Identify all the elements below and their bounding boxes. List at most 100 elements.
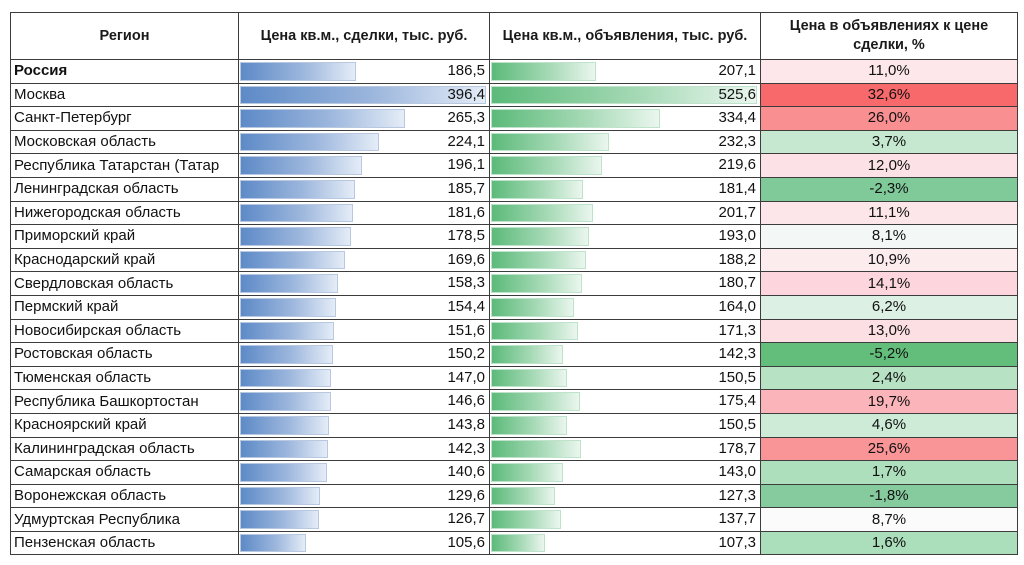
listing-price-data-bar xyxy=(491,486,555,506)
deal-price-cell: 178,5 xyxy=(238,224,490,249)
deal-price-data-bar xyxy=(240,345,333,364)
listing-price-cell: 178,7 xyxy=(489,436,761,462)
listing-price-cell: 150,5 xyxy=(489,365,761,391)
listing-price-value: 150,5 xyxy=(718,368,756,386)
table-row: Ленинградская область 185,7 181,4 -2,3% xyxy=(10,176,1018,202)
listing-price-cell: 143,0 xyxy=(489,460,761,485)
listing-price-cell: 150,5 xyxy=(489,412,761,438)
listing-price-data-bar xyxy=(491,368,567,388)
listing-price-value: 171,3 xyxy=(718,321,756,339)
region-name: Санкт-Петербург xyxy=(10,106,239,131)
ratio-value: 25,6% xyxy=(760,436,1018,462)
deal-price-data-bar xyxy=(240,439,328,459)
listing-price-cell: 171,3 xyxy=(489,318,761,344)
ratio-value: 32,6% xyxy=(760,82,1018,108)
table-row: Республика Татарстан (Татар 196,1 219,6 12,… xyxy=(10,153,1018,178)
table-row: Москва 396,4 525,6 32,6% xyxy=(10,82,1018,108)
deal-price-cell: 158,3 xyxy=(238,271,490,296)
table-row: Пермский край 154,4 164,0 6,2% xyxy=(10,294,1018,320)
deal-price-data-bar xyxy=(240,510,319,529)
table-row: Самарская область 140,6 143,0 1,7% xyxy=(10,460,1018,485)
table-row: Воронежская область 129,6 127,3 -1,8% xyxy=(10,483,1018,509)
listing-price-cell: 137,7 xyxy=(489,507,761,532)
deal-price-cell: 396,4 xyxy=(238,82,490,108)
listing-price-cell: 232,3 xyxy=(489,129,761,155)
region-name: Пензенская область xyxy=(10,530,239,556)
ratio-value: 19,7% xyxy=(760,389,1018,414)
deal-price-value: 140,6 xyxy=(447,463,485,481)
deal-price-cell: 169,6 xyxy=(238,247,490,273)
deal-price-data-bar xyxy=(240,368,331,388)
deal-price-value: 151,6 xyxy=(447,321,485,339)
ratio-value: 4,6% xyxy=(760,412,1018,438)
ratio-value: 2,4% xyxy=(760,365,1018,391)
table-row: Московская область 224,1 232,3 3,7% xyxy=(10,129,1018,155)
header-region: Регион xyxy=(10,12,239,60)
listing-price-cell: 201,7 xyxy=(489,200,761,226)
deal-price-value: 105,6 xyxy=(447,533,485,551)
deal-price-value: 196,1 xyxy=(447,156,485,174)
deal-price-data-bar xyxy=(240,392,331,411)
deal-price-data-bar xyxy=(240,62,356,81)
listing-price-cell: 207,1 xyxy=(489,59,761,84)
ratio-value: 8,7% xyxy=(760,507,1018,532)
listing-price-data-bar xyxy=(491,227,589,246)
listing-price-data-bar xyxy=(491,533,545,553)
table-row: Санкт-Петербург 265,3 334,4 26,0% xyxy=(10,106,1018,131)
deal-price-cell: 129,6 xyxy=(238,483,490,509)
region-name: Россия xyxy=(10,59,239,84)
listing-price-data-bar xyxy=(491,109,660,128)
listing-price-value: 207,1 xyxy=(718,62,756,79)
ratio-value: -5,2% xyxy=(760,342,1018,367)
listing-price-data-bar xyxy=(491,297,574,317)
region-name: Удмуртская Республика xyxy=(10,507,239,532)
ratio-value: 13,0% xyxy=(760,318,1018,344)
ratio-value: 11,0% xyxy=(760,59,1018,84)
listing-price-data-bar xyxy=(491,132,609,152)
table-row: Пензенская область 105,6 107,3 1,6% xyxy=(10,530,1018,556)
listing-price-value: 181,4 xyxy=(718,179,756,197)
deal-price-value: 150,2 xyxy=(447,345,485,363)
listing-price-value: 180,7 xyxy=(718,274,756,292)
deal-price-data-bar xyxy=(240,463,327,482)
listing-price-data-bar xyxy=(491,156,602,175)
listing-price-value: 525,6 xyxy=(718,85,756,103)
deal-price-cell: 151,6 xyxy=(238,318,490,344)
ratio-value: 6,2% xyxy=(760,294,1018,320)
deal-price-cell: 142,3 xyxy=(238,436,490,462)
region-name: Самарская область xyxy=(10,460,239,485)
listing-price-value: 188,2 xyxy=(718,250,756,268)
table-body: Россия 186,5 207,1 11,0% Москва 396,4 525,6 32,… xyxy=(10,59,1018,556)
deal-price-value: 126,7 xyxy=(447,510,485,528)
region-name: Краснодарский край xyxy=(10,247,239,273)
table-row: Калининградская область 142,3 178,7 25,6% xyxy=(10,436,1018,462)
listing-price-value: 150,5 xyxy=(718,415,756,433)
table-row: Тюменская область 147,0 150,5 2,4% xyxy=(10,365,1018,391)
deal-price-value: 169,6 xyxy=(447,250,485,268)
listing-price-cell: 107,3 xyxy=(489,530,761,556)
listing-price-cell: 193,0 xyxy=(489,224,761,249)
table-row: Красноярский край 143,8 150,5 4,6% xyxy=(10,412,1018,438)
listing-price-value: 193,0 xyxy=(718,227,756,245)
listing-price-value: 164,0 xyxy=(718,297,756,315)
deal-price-cell: 265,3 xyxy=(238,106,490,131)
region-name: Свердловская область xyxy=(10,271,239,296)
deal-price-cell: 196,1 xyxy=(238,153,490,178)
listing-price-data-bar xyxy=(491,345,563,364)
region-name: Красноярский край xyxy=(10,412,239,438)
deal-price-value: 154,4 xyxy=(447,297,485,315)
region-name: Пермский край xyxy=(10,294,239,320)
listing-price-cell: 334,4 xyxy=(489,106,761,131)
table-row: Приморский край 178,5 193,0 8,1% xyxy=(10,224,1018,249)
listing-price-cell: 219,6 xyxy=(489,153,761,178)
deal-price-value: 178,5 xyxy=(447,227,485,245)
deal-price-data-bar xyxy=(240,274,338,293)
table-row: Краснодарский край 169,6 188,2 10,9% xyxy=(10,247,1018,273)
deal-price-value: 142,3 xyxy=(447,439,485,457)
ratio-value: 26,0% xyxy=(760,106,1018,131)
listing-price-data-bar xyxy=(491,463,563,482)
deal-price-cell: 146,6 xyxy=(238,389,490,414)
listing-price-cell: 180,7 xyxy=(489,271,761,296)
region-name: Республика Башкортостан xyxy=(10,389,239,414)
deal-price-data-bar xyxy=(240,486,320,506)
